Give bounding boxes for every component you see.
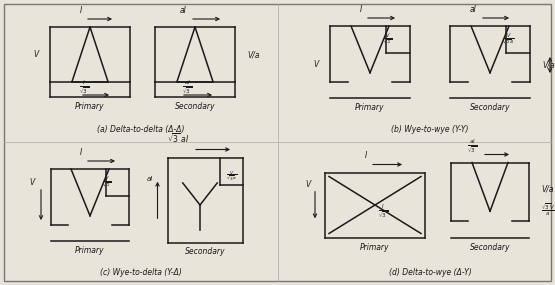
Text: V: V bbox=[33, 50, 39, 59]
Text: (b) Wye-to-wye (Y-Y): (b) Wye-to-wye (Y-Y) bbox=[391, 125, 469, 134]
Text: $\frac{V}{\sqrt{3}a}$: $\frac{V}{\sqrt{3}a}$ bbox=[225, 169, 237, 182]
Text: $\frac{V}{\sqrt{3}a}$: $\frac{V}{\sqrt{3}a}$ bbox=[502, 31, 514, 47]
Text: $\sqrt{3}$ aI: $\sqrt{3}$ aI bbox=[168, 131, 190, 144]
Text: (c) Wye-to-delta (Y-Δ): (c) Wye-to-delta (Y-Δ) bbox=[100, 268, 182, 277]
Text: Secondary: Secondary bbox=[470, 243, 510, 251]
Text: Secondary: Secondary bbox=[175, 102, 215, 111]
Text: V/a: V/a bbox=[541, 185, 553, 194]
Text: Primary: Primary bbox=[75, 102, 105, 111]
Text: aI: aI bbox=[470, 5, 477, 14]
Text: (a) Delta-to-delta (Δ-Δ): (a) Delta-to-delta (Δ-Δ) bbox=[97, 125, 185, 134]
Text: (d) Delta-to-wye (Δ-Y): (d) Delta-to-wye (Δ-Y) bbox=[388, 268, 471, 277]
Text: $\frac{aI}{\sqrt{3}}$: $\frac{aI}{\sqrt{3}}$ bbox=[182, 79, 192, 96]
Text: Secondary: Secondary bbox=[470, 103, 510, 112]
Text: Primary: Primary bbox=[75, 246, 105, 255]
Text: V/a: V/a bbox=[247, 50, 260, 59]
Text: $\frac{I}{\sqrt{3}}$: $\frac{I}{\sqrt{3}}$ bbox=[378, 203, 388, 220]
Text: I: I bbox=[80, 148, 82, 157]
Text: aI: aI bbox=[180, 6, 187, 15]
Text: V: V bbox=[30, 178, 35, 187]
Text: I: I bbox=[360, 5, 362, 14]
Text: I: I bbox=[80, 6, 82, 15]
Text: $\frac{I}{\sqrt{3}}$: $\frac{I}{\sqrt{3}}$ bbox=[79, 79, 89, 96]
Text: $\frac{aI}{\sqrt{3}}$: $\frac{aI}{\sqrt{3}}$ bbox=[467, 138, 477, 155]
Text: $\frac{V}{\sqrt{3}}$: $\frac{V}{\sqrt{3}}$ bbox=[102, 174, 112, 190]
Text: I: I bbox=[365, 152, 367, 160]
Text: Secondary: Secondary bbox=[185, 247, 225, 256]
Text: Primary: Primary bbox=[355, 103, 385, 112]
Text: $\frac{\sqrt{3}V}{a}$: $\frac{\sqrt{3}V}{a}$ bbox=[541, 202, 555, 218]
Text: V: V bbox=[306, 180, 311, 189]
Text: aI: aI bbox=[147, 176, 154, 182]
Text: $\frac{V}{\sqrt{3}}$: $\frac{V}{\sqrt{3}}$ bbox=[384, 31, 393, 47]
Text: V/a: V/a bbox=[542, 60, 554, 69]
Text: V: V bbox=[314, 60, 319, 69]
Text: Primary: Primary bbox=[360, 243, 390, 251]
